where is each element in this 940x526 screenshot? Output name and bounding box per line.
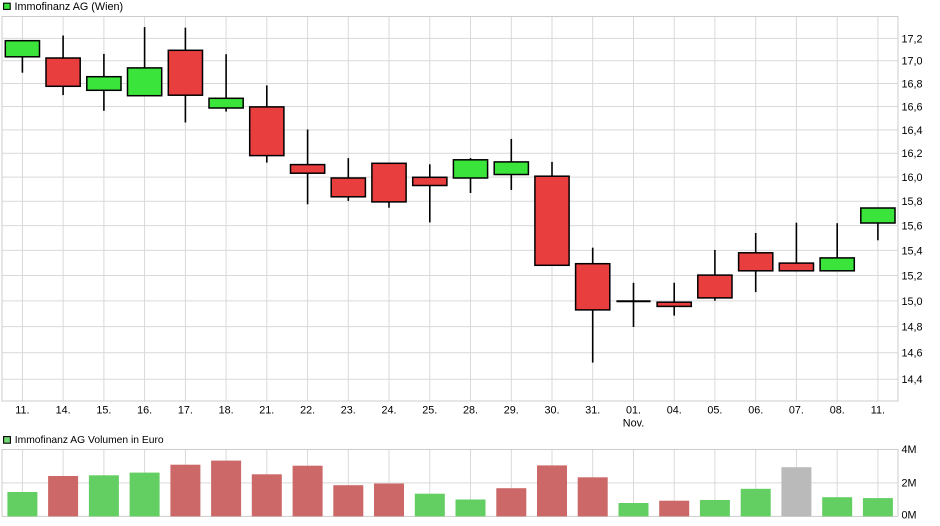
svg-text:Immofinanz AG (Wien): Immofinanz AG (Wien) — [15, 1, 124, 13]
svg-text:18.: 18. — [219, 405, 234, 417]
svg-text:17.: 17. — [178, 405, 193, 417]
svg-text:08.: 08. — [830, 405, 845, 417]
svg-text:23.: 23. — [341, 405, 356, 417]
svg-text:01.: 01. — [626, 405, 641, 417]
svg-text:15,2: 15,2 — [902, 270, 923, 282]
svg-text:14,8: 14,8 — [902, 322, 923, 334]
svg-text:Immofinanz AG Volumen in Euro: Immofinanz AG Volumen in Euro — [15, 435, 164, 446]
svg-text:17,2: 17,2 — [902, 33, 923, 45]
svg-text:25.: 25. — [422, 405, 437, 417]
svg-text:15,0: 15,0 — [902, 296, 923, 308]
svg-text:16,8: 16,8 — [902, 78, 923, 90]
svg-text:16,6: 16,6 — [902, 101, 923, 113]
svg-text:17,0: 17,0 — [902, 56, 923, 68]
svg-text:15.: 15. — [96, 405, 111, 417]
svg-text:14.: 14. — [56, 405, 71, 417]
svg-text:28.: 28. — [463, 405, 478, 417]
svg-text:05.: 05. — [707, 405, 722, 417]
svg-text:15,6: 15,6 — [902, 221, 923, 233]
svg-text:06.: 06. — [748, 405, 763, 417]
svg-text:16,0: 16,0 — [902, 172, 923, 184]
svg-text:31.: 31. — [585, 405, 600, 417]
svg-text:15,4: 15,4 — [902, 245, 923, 257]
svg-text:21.: 21. — [259, 405, 274, 417]
svg-text:04.: 04. — [667, 405, 682, 417]
svg-text:24.: 24. — [381, 405, 396, 417]
svg-text:4M: 4M — [902, 444, 917, 456]
svg-text:Nov.: Nov. — [623, 417, 644, 429]
svg-text:11.: 11. — [15, 405, 29, 417]
svg-text:16,2: 16,2 — [902, 148, 923, 160]
svg-text:11.: 11. — [871, 405, 885, 417]
svg-text:16,4: 16,4 — [902, 125, 923, 137]
svg-text:14,4: 14,4 — [902, 374, 923, 386]
svg-text:29.: 29. — [504, 405, 519, 417]
svg-text:30.: 30. — [544, 405, 559, 417]
svg-text:22.: 22. — [300, 405, 315, 417]
svg-text:2M: 2M — [902, 478, 917, 490]
svg-text:07.: 07. — [789, 405, 804, 417]
svg-text:15,8: 15,8 — [902, 196, 923, 208]
svg-text:14,6: 14,6 — [902, 348, 923, 360]
svg-text:16.: 16. — [137, 405, 152, 417]
svg-text:0M: 0M — [902, 510, 917, 522]
